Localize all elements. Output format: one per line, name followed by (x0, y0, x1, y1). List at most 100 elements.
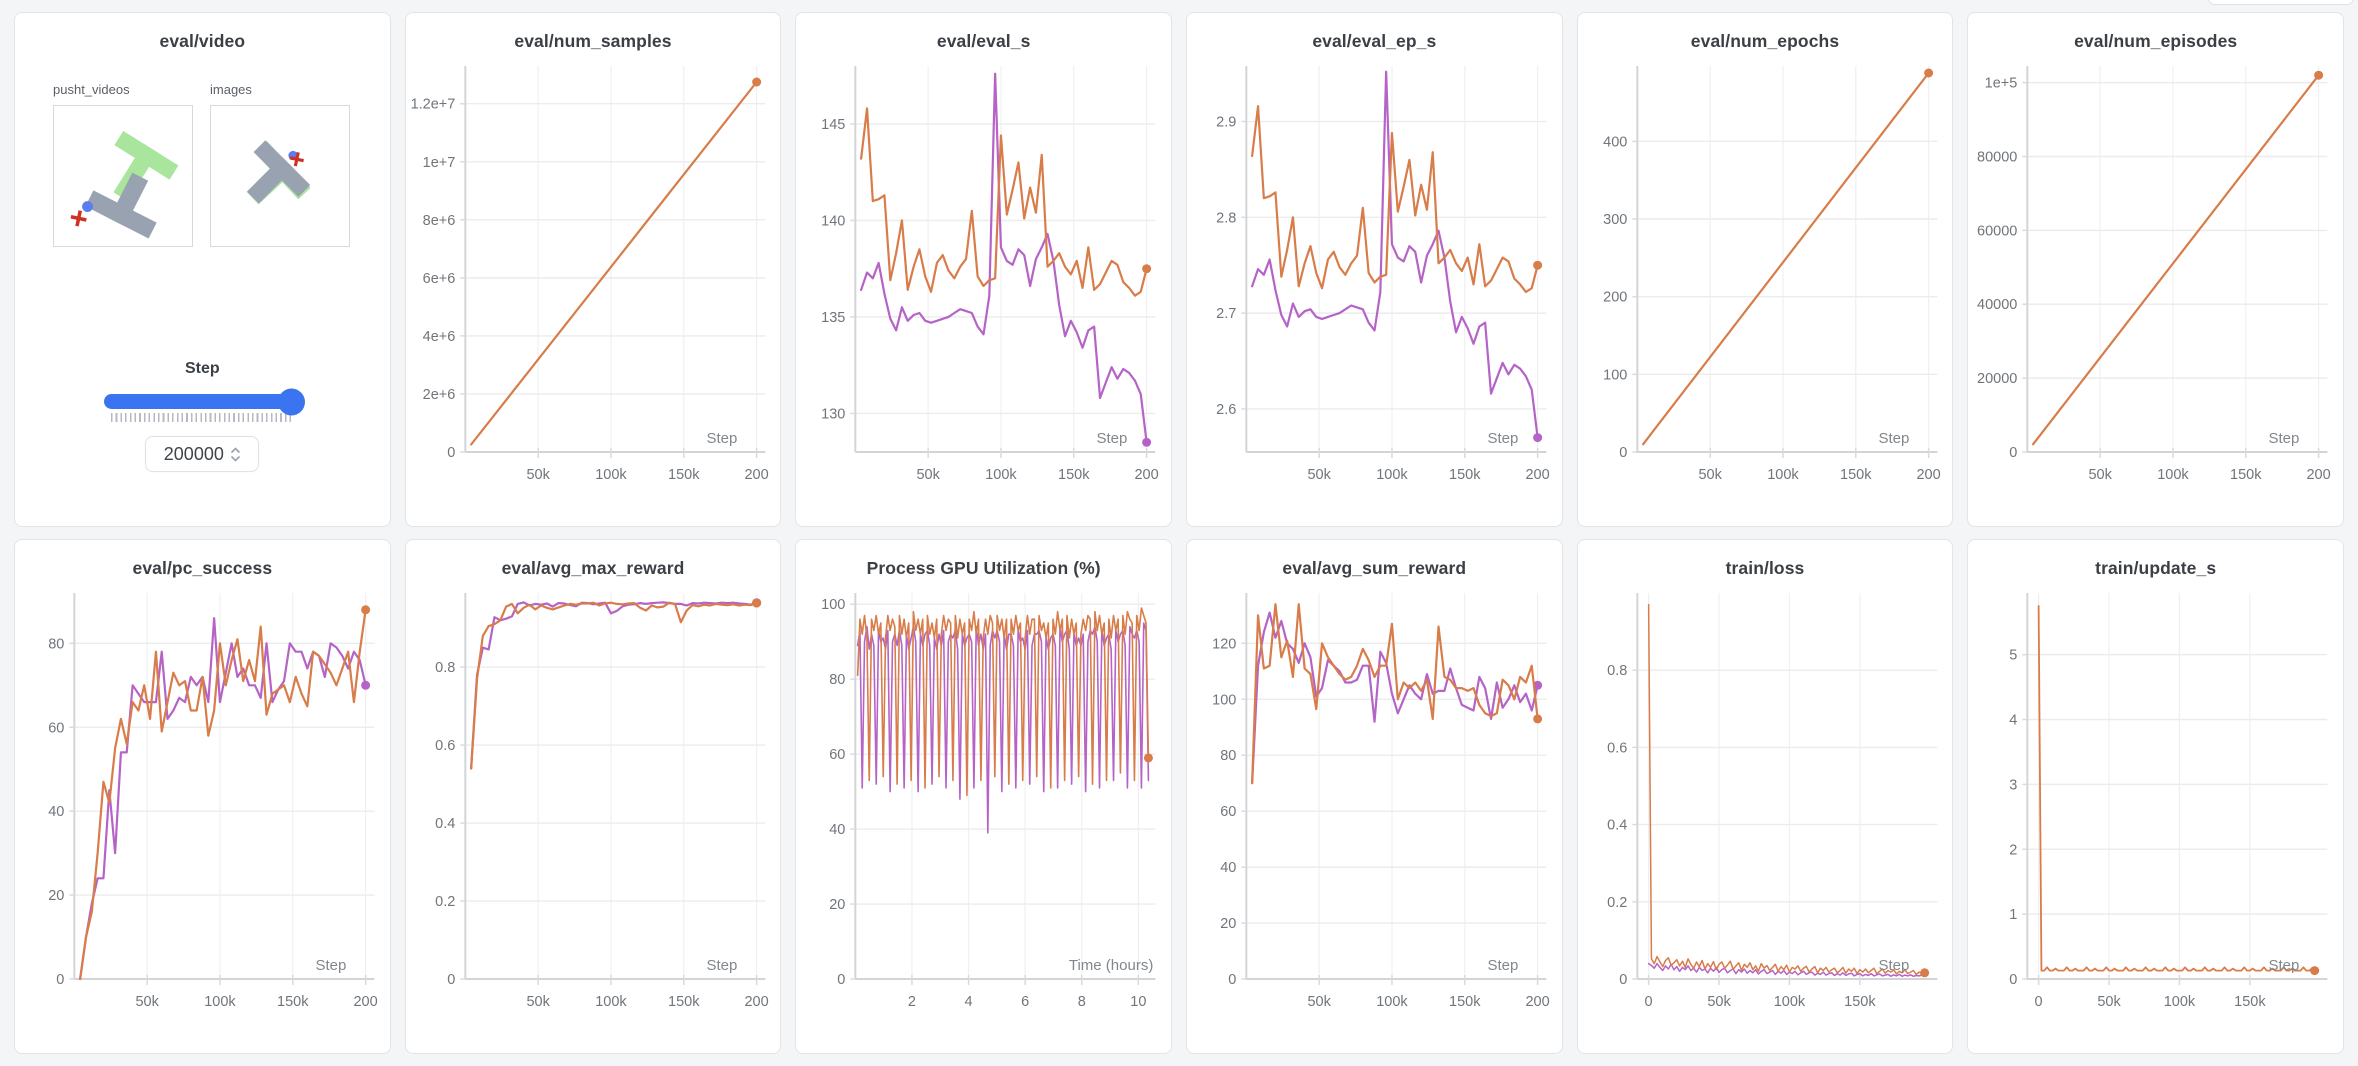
pusht-video-frame[interactable] (53, 105, 193, 247)
goal-cross (289, 152, 304, 167)
series-end-dot (1144, 753, 1154, 763)
x-tick-label: 200 (1135, 467, 1159, 483)
series-line-orange (1251, 603, 1539, 785)
line-chart-eval-s[interactable]: 130 135 140 145 50k 100k 150k 200 Step (796, 56, 1171, 504)
media-body: pusht_videos images (15, 54, 390, 526)
line-chart-gpu-utilization[interactable]: 0 20 40 60 80 100 2 4 6 8 10 Time (hours) (796, 583, 1171, 1031)
series-line-orange (79, 608, 367, 981)
line-chart-num-epochs[interactable]: 0 100 200 300 400 50k 100k 150k 200 Step (1578, 56, 1953, 504)
y-tick-label: 1e+5 (1985, 76, 2018, 92)
step-slider-ticks (111, 413, 294, 422)
chevron-down-icon[interactable] (230, 455, 241, 462)
series-line-purple (1251, 611, 1539, 785)
line-chart-eval-ep-s[interactable]: 2.6 2.7 2.8 2.9 50k 100k 150k 200 Step (1187, 56, 1562, 504)
y-tick-label: 0.2 (1607, 895, 1627, 911)
y-tick-label: 40 (1220, 860, 1236, 876)
y-tick-label: 1 (2010, 907, 2018, 923)
panel-train-update-s[interactable]: train/update_s 0 1 2 3 4 5 0 50k 100k 150k Step (1967, 539, 2344, 1054)
y-tick-label: 2.9 (1216, 115, 1236, 131)
x-tick-label: 150k (1449, 994, 1481, 1010)
x-tick-label: 50k (2098, 994, 2122, 1010)
x-axis-label: Step (1878, 957, 1909, 974)
y-tick-label: 0 (447, 445, 455, 461)
line-chart-avg-max-reward[interactable]: 0 0.2 0.4 0.6 0.8 50k 100k 150k 200 Step (406, 583, 781, 1031)
series-line-purple (1647, 962, 1926, 978)
y-tick-label: 1e+7 (422, 155, 455, 171)
panel-title: eval/pc_success (132, 558, 273, 578)
y-tick-label: 0 (1619, 972, 1627, 988)
panel-train-loss[interactable]: train/loss 0 0.2 0.4 0.6 0.8 0 50k 100k 150k Step (1576, 539, 1954, 1054)
y-tick-label: 0 (447, 972, 455, 988)
panel-eval-avg-max-reward[interactable]: eval/avg_max_reward 0 0.2 0.4 0.6 0.8 50k 100k… (404, 539, 782, 1054)
image-frame[interactable] (210, 105, 350, 247)
block-t-shape (246, 140, 311, 204)
stepper-spin-buttons[interactable] (230, 446, 241, 462)
panel-eval-eval-ep-s[interactable]: eval/eval_ep_s 2.6 2.7 2.8 2.9 50k 100k 150k 20… (1185, 12, 1563, 527)
step-slider[interactable] (104, 388, 306, 415)
x-axis-label: Step (706, 430, 737, 447)
panel-eval-num-epochs[interactable]: eval/num_epochs 0 100 200 300 400 50k 100k 150k… (1576, 12, 1954, 527)
y-tick-label: 80 (830, 672, 846, 688)
step-number-input[interactable]: 200000 (145, 436, 260, 472)
series-line-orange (1641, 71, 1930, 446)
x-tick-label: 150k (1449, 467, 1481, 483)
y-tick-label: 0.6 (1607, 740, 1627, 756)
series-end-dot (1142, 437, 1152, 447)
media-key-label: images (210, 82, 252, 97)
line-chart-avg-sum-reward[interactable]: 0 20 40 60 80 100 120 50k 100k 150k 200 Step (1187, 583, 1562, 1031)
x-tick-label: 200 (1525, 994, 1549, 1010)
target-t-shape (113, 130, 179, 202)
panel-eval-eval-s[interactable]: eval/eval_s 130 135 140 145 50k 100k 150k 200 St… (795, 12, 1172, 527)
x-tick-label: 50k (526, 467, 550, 483)
x-tick-label: 100k (1767, 467, 1799, 483)
x-tick-label: 150k (2230, 467, 2262, 483)
x-tick-label: 50k (1307, 467, 1331, 483)
series-end-dot (361, 605, 371, 615)
y-tick-label: 3 (2010, 777, 2018, 793)
panel-eval-num-episodes[interactable]: eval/num_episodes 0 20000 40000 60000 80000 1… (1967, 12, 2344, 527)
x-axis-label: Step (1487, 957, 1518, 974)
panel-eval-num-samples[interactable]: eval/num_samples 0 2e+6 4e+6 6e+6 8e+6 1e+7 1.… (404, 12, 782, 527)
y-tick-label: 0 (1619, 445, 1627, 461)
panel-gpu-utilization[interactable]: Process GPU Utilization (%) 0 20 40 60 80 100… (795, 539, 1172, 1054)
series-line-purple (860, 72, 1149, 444)
y-tick-label: 80 (1220, 748, 1236, 764)
series-end-dot (751, 598, 761, 608)
series-line-orange (469, 80, 758, 446)
line-chart-num-episodes[interactable]: 0 20000 40000 60000 80000 1e+5 50k 100k 150k 200 S… (1968, 56, 2343, 504)
step-slider-thumb[interactable] (278, 388, 306, 415)
x-tick-label: 100k (2164, 994, 2196, 1010)
step-value[interactable]: 200000 (163, 443, 224, 464)
y-tick-label: 40 (48, 804, 64, 820)
x-tick-label: 200 (353, 994, 377, 1010)
line-chart-num-samples[interactable]: 0 2e+6 4e+6 6e+6 8e+6 1e+7 1.2e+7 50k 100k 150k 20… (406, 56, 781, 504)
x-tick-label: 150k (277, 994, 309, 1010)
line-chart-pc-success[interactable]: 0 20 40 60 80 50k 100k 150k 200 Step (15, 583, 390, 1031)
x-tick-label: 4 (965, 994, 973, 1010)
y-tick-label: 1.2e+7 (410, 97, 455, 113)
x-tick-label: 150k (668, 994, 700, 1010)
step-slider-label: Step (184, 360, 220, 377)
panel-eval-avg-sum-reward[interactable]: eval/avg_sum_reward 0 20 40 60 80 100 120 50k 10… (1185, 539, 1563, 1054)
y-tick-label: 0 (2010, 445, 2018, 461)
x-tick-label: 50k (1698, 467, 1722, 483)
x-axis-label: Step (315, 957, 346, 974)
series-line-orange (2038, 605, 2316, 972)
x-tick-label: 50k (917, 467, 941, 483)
panel-eval-video[interactable]: eval/video pusht_videos images (14, 12, 391, 527)
line-chart-train-update-s[interactable]: 0 1 2 3 4 5 0 50k 100k 150k Step (1968, 583, 2343, 1031)
panel-title: Process GPU Utilization (%) (866, 558, 1101, 578)
x-tick-label: 50k (135, 994, 159, 1010)
chevron-up-icon[interactable] (230, 446, 241, 454)
panel-eval-pc-success[interactable]: eval/pc_success 0 20 40 60 80 50k 100k 150k 200 S… (14, 539, 391, 1054)
agent-dot (82, 201, 93, 212)
panel-title: eval/eval_ep_s (1312, 31, 1437, 51)
series-line-purple (469, 601, 758, 770)
line-chart-train-loss[interactable]: 0 0.2 0.4 0.6 0.8 0 50k 100k 150k Step (1578, 583, 1953, 1031)
series-end-dot (1919, 968, 1929, 978)
series-line-orange (2032, 74, 2321, 446)
x-tick-label: 50k (1707, 994, 1731, 1010)
x-tick-label: 10 (1131, 994, 1147, 1010)
series-line-orange (857, 607, 1150, 797)
